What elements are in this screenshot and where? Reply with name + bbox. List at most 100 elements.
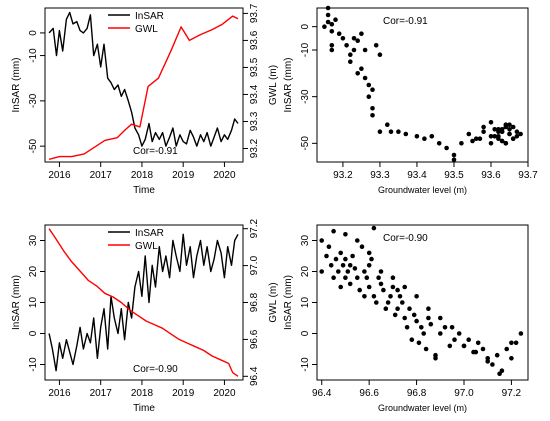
scatter-point [388,129,394,134]
y-right-tick-label: 93.3 [249,111,260,131]
scatter-point [322,24,327,30]
legend-label-gwl: GWL [135,241,158,252]
x-tick-label: 96.4 [312,388,332,399]
x-tick-label: 2016 [48,388,71,399]
y-right-axis-title: GWL (m) [268,65,279,105]
correlation-annotation: Cor=-0.91 [383,16,428,27]
scatter-point [428,321,434,327]
scatter-point [485,359,491,364]
y-tick-label: 0 [300,330,311,336]
plot-frame [44,7,244,163]
scatter-point [355,38,361,43]
scatter-point [376,275,381,281]
x-axis-title: Time [133,185,155,196]
scatter-point [344,43,349,48]
scatter-point [473,349,479,355]
scatter-point [395,306,400,312]
scatter-point [347,263,353,268]
y-tick-label: 20 [28,266,39,278]
scatter-point [514,134,520,139]
x-tick-label: 97.2 [502,388,522,399]
y-tick-label: -50 [300,136,311,151]
scatter-point [507,131,512,137]
scatter-point [357,287,363,293]
scatter-point [499,138,505,144]
scatter-point [333,17,338,23]
scatter-point [492,127,498,132]
y-tick-label: -10 [28,357,39,372]
scatter-point [419,325,424,330]
scatter-point [449,325,455,330]
legend-label-gwl: GWL [135,24,158,35]
x-tick-label: 2020 [213,170,236,181]
scatter-point [426,306,431,312]
scatter-point [509,356,514,361]
y-right-tick-label: 93.2 [249,138,260,158]
scatter-point [452,337,457,343]
y-tick-label: 0 [28,30,39,36]
scatter-point [336,31,342,36]
scatter-point [350,253,355,259]
scatter-point [496,134,501,139]
scatter-point [407,306,412,312]
plot-frame [316,7,529,163]
series-line-insar [48,11,239,147]
correlation-annotation: Cor=-0.91 [133,146,178,157]
scatter-point [366,82,372,88]
scatter-point [456,331,462,336]
x-tick-label: 93.3 [370,170,390,181]
y-tick-label: 20 [300,266,311,278]
y-right-tick-label: 93.6 [249,30,260,50]
x-axis-title: Time [133,403,155,414]
scatter-point [325,5,331,11]
scatter-point [366,94,372,99]
series-line-gwl [48,15,239,160]
x-tick-label: 96.8 [407,388,427,399]
y-axis-title: InSAR (mm) [11,275,22,330]
scatter-point [325,12,331,18]
x-axis-title: Groundwater level (m) [378,403,467,413]
x-tick-label: 2019 [172,388,195,399]
scatter-point [442,325,448,330]
y-tick-label: 10 [300,297,311,309]
scatter-point [503,124,509,130]
scatter-point [451,152,457,158]
scatter-point [509,340,514,346]
y-right-tick-label: 93.4 [249,84,260,104]
scatter-point [328,263,334,268]
scatter-point [447,343,453,349]
scatter-point [347,281,353,287]
scatter-point [392,312,398,318]
scatter-point [351,47,357,53]
scatter-point [403,131,409,137]
scatter-point [319,238,325,243]
scatter-point [371,294,377,299]
scatter-point [355,238,360,243]
x-tick-label: 2016 [48,170,71,181]
scatter-point [370,87,375,92]
scatter-point [385,300,391,305]
scatter-point [329,22,335,27]
scatter-point [324,253,329,259]
scatter-point [504,346,510,352]
y-right-tick-label: 96.6 [249,329,260,349]
scatter-point [373,43,379,48]
scatter-point [329,43,335,48]
scatter-point [340,263,346,268]
scatter-point [518,131,523,137]
scatter-point [329,29,335,34]
legend-label-insar: InSAR [135,11,164,22]
scatter-point [494,352,500,358]
scatter-point [490,362,495,367]
scatter-point [422,136,427,141]
legend-label-insar: InSAR [135,228,164,239]
chart-panel-1: 2016 2017 2018 2019 2020 -50 -30 -10 0 Time InSAR … [11,3,279,196]
scatter-point [436,141,442,146]
scatter-point [414,134,420,139]
scatter-point [325,19,331,25]
y-right-tick-label: 93.5 [249,57,260,77]
scatter-point [348,52,353,57]
scatter-point [359,66,364,71]
scatter-point [426,315,431,321]
x-tick-label: 96.6 [359,388,379,399]
